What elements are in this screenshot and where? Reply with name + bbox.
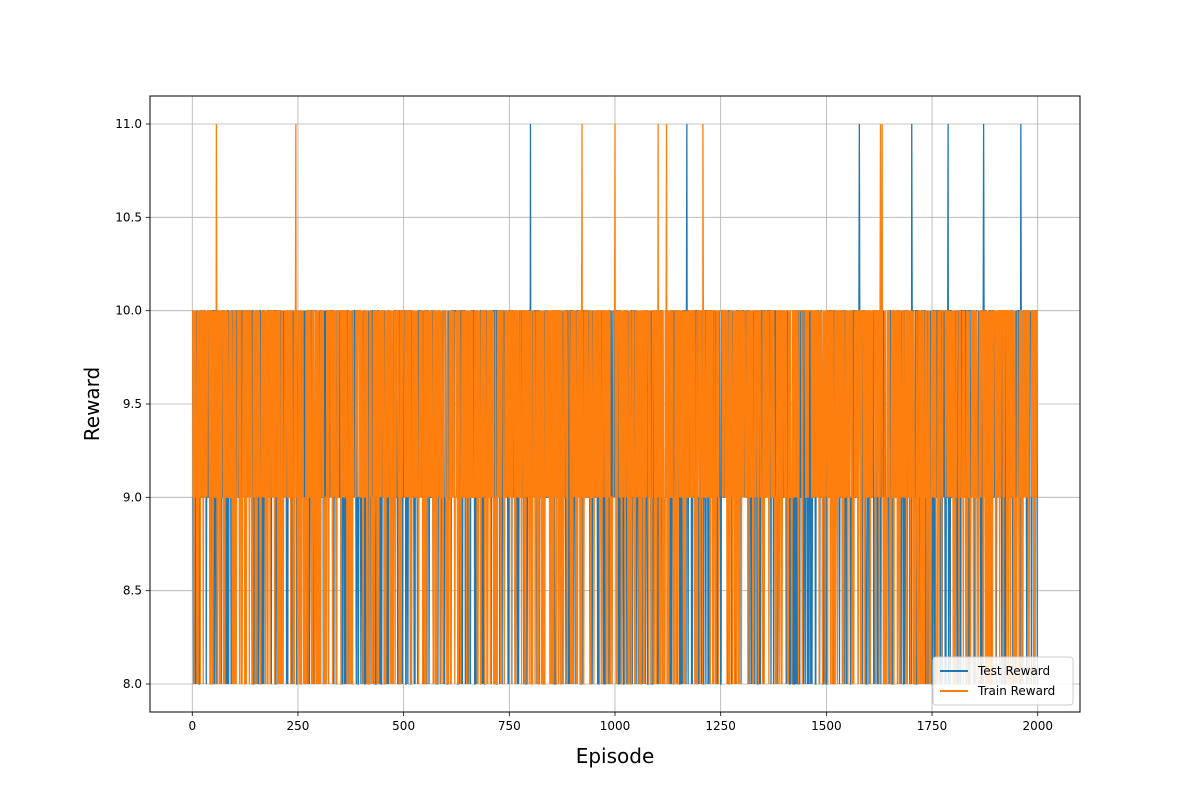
y-tick-label: 10.5 xyxy=(115,210,142,224)
legend-box xyxy=(932,656,1074,706)
y-tick-label: 10.0 xyxy=(115,304,142,318)
x-tick-label: 1250 xyxy=(705,719,736,733)
legend-label-test-reward: Test Reward xyxy=(977,664,1050,678)
x-axis-ticks: 0 250 500 750 1000 1250 1500 1750 2000 xyxy=(188,712,1053,733)
legend-label-train-reward: Train Reward xyxy=(977,684,1055,698)
x-tick-label: 250 xyxy=(287,719,310,733)
series-layer xyxy=(192,123,1038,685)
y-tick-label: 11.0 xyxy=(115,117,142,131)
series-line-train-reward xyxy=(192,123,1038,685)
y-tick-label: 9.0 xyxy=(123,490,142,504)
x-axis-label: Episode xyxy=(576,744,655,768)
x-tick-label: 500 xyxy=(392,719,415,733)
legend: Test Reward Train Reward xyxy=(932,656,1074,706)
x-tick-label: 0 xyxy=(188,719,196,733)
y-tick-label: 8.5 xyxy=(123,584,142,598)
x-tick-label: 750 xyxy=(498,719,521,733)
x-tick-label: 2000 xyxy=(1022,719,1053,733)
x-tick-label: 1750 xyxy=(917,719,948,733)
y-axis-ticks: 8.0 8.5 9.0 9.5 10.0 10.5 11.0 xyxy=(115,117,150,691)
y-tick-label: 9.5 xyxy=(123,397,142,411)
x-tick-label: 1000 xyxy=(600,719,631,733)
y-tick-label: 8.0 xyxy=(123,677,142,691)
y-axis-label: Reward xyxy=(80,367,104,441)
x-tick-label: 1500 xyxy=(811,719,842,733)
